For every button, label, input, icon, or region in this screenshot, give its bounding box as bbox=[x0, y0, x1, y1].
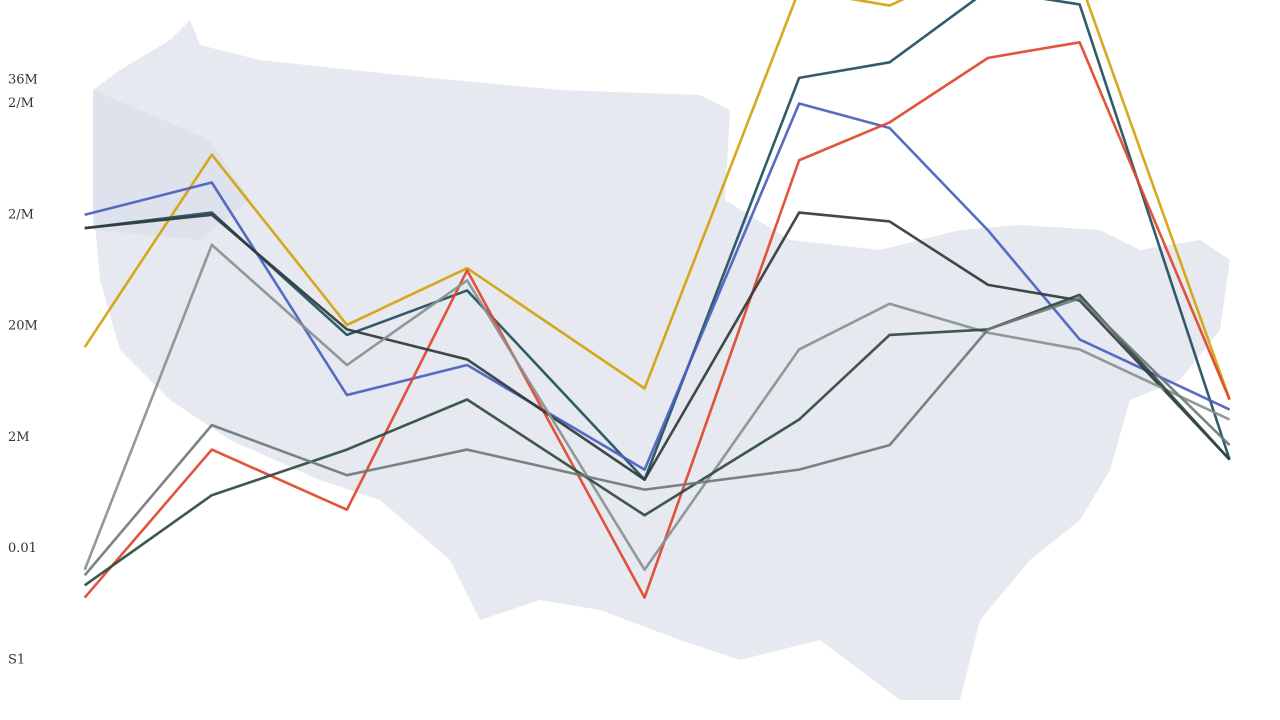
data-line bbox=[84, 211, 1231, 481]
map-shape bbox=[93, 20, 1230, 700]
y-tick-label: 0.01 bbox=[8, 541, 37, 556]
y-tick-label: 20M bbox=[8, 319, 38, 334]
y-tick-label: S1 bbox=[8, 652, 25, 667]
y-axis-label: 36M bbox=[8, 73, 38, 88]
y-tick-label: 2M bbox=[8, 430, 30, 445]
y-tick-label: 2/M bbox=[8, 207, 34, 222]
map-background bbox=[93, 20, 1230, 700]
data-line bbox=[83, 243, 1231, 572]
data-line bbox=[83, 40, 1231, 599]
data-line bbox=[83, 296, 1231, 577]
data-line bbox=[84, 102, 1231, 471]
data-line bbox=[83, 293, 1231, 587]
data-line bbox=[83, 0, 1231, 400]
y-tick-label: 2/M bbox=[8, 96, 34, 111]
